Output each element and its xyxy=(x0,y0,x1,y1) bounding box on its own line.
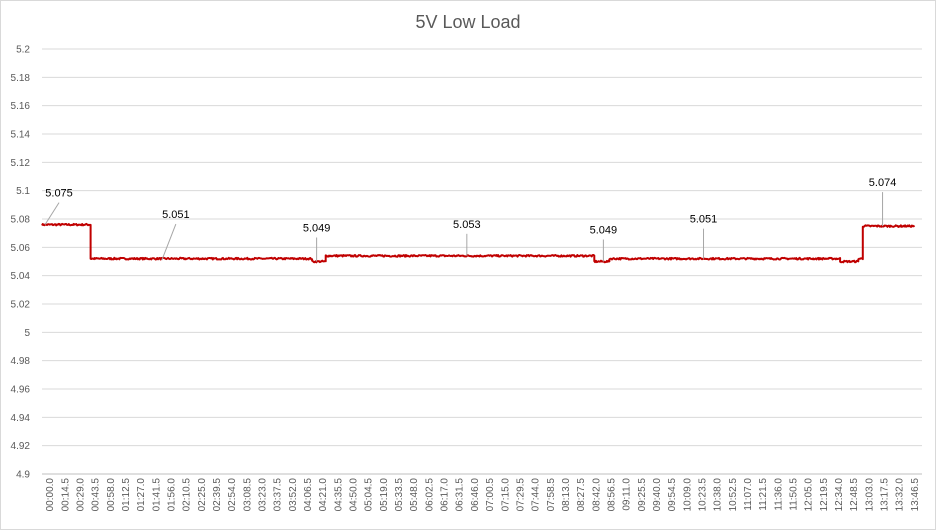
y-tick-label: 4.92 xyxy=(11,441,31,452)
y-tick-label: 5.06 xyxy=(11,243,31,254)
x-tick-label: 03:37.5 xyxy=(273,478,284,512)
y-tick-label: 4.9 xyxy=(16,470,30,481)
x-tick-label: 00:00.0 xyxy=(45,478,56,512)
x-tick-label: 02:10.5 xyxy=(182,478,193,512)
x-tick-label: 09:25.5 xyxy=(637,478,648,512)
x-tick-label: 06:31.5 xyxy=(455,478,466,512)
data-label: 5.049 xyxy=(590,225,618,237)
x-tick-label: 12:19.5 xyxy=(819,478,830,512)
x-tick-label: 00:58.0 xyxy=(106,478,117,512)
x-tick-label: 05:48.0 xyxy=(409,478,420,512)
x-tick-label: 00:14.5 xyxy=(60,478,71,512)
data-label: 5.051 xyxy=(162,209,190,221)
x-tick-label: 09:54.5 xyxy=(667,478,678,512)
x-tick-label: 01:12.5 xyxy=(121,478,132,512)
x-tick-label: 11:21.5 xyxy=(758,478,769,511)
x-tick-label: 08:13.0 xyxy=(561,478,572,512)
series-line-5v xyxy=(41,222,916,264)
x-tick-label: 13:03.0 xyxy=(864,478,875,512)
data-label: 5.075 xyxy=(45,188,73,200)
y-tick-label: 5.12 xyxy=(11,158,31,169)
x-tick-label: 10:52.5 xyxy=(728,478,739,512)
data-labels: 5.075 5.051 5.049 5.053 5.049 5.051 5.074 xyxy=(44,177,897,262)
x-tick-label: 02:25.0 xyxy=(197,478,208,512)
x-tick-label: 08:27.5 xyxy=(576,478,587,512)
x-tick-label: 02:54.0 xyxy=(227,478,238,512)
x-tick-label: 11:07.0 xyxy=(743,478,754,511)
y-tick-label: 5.16 xyxy=(11,101,31,112)
x-tick-label: 00:29.0 xyxy=(75,478,86,512)
x-tick-label: 07:00.5 xyxy=(485,478,496,512)
data-label-leader xyxy=(44,202,60,225)
x-tick-label: 09:40.0 xyxy=(652,478,663,512)
y-tick-label: 5.2 xyxy=(16,45,30,56)
y-tick-label: 5.1 xyxy=(16,186,30,197)
y-tick-label: 5.18 xyxy=(11,73,31,84)
x-tick-label: 08:56.5 xyxy=(606,478,617,512)
x-tick-label: 03:23.0 xyxy=(258,478,269,512)
x-tick-label: 11:36.0 xyxy=(773,478,784,511)
y-tick-label: 4.98 xyxy=(11,356,31,367)
data-label: 5.051 xyxy=(690,214,718,226)
chart-title: 5V Low Load xyxy=(415,12,521,32)
x-tick-label: 12:05.0 xyxy=(804,478,815,512)
x-tick-label: 13:17.5 xyxy=(880,478,891,512)
x-tick-label: 05:19.0 xyxy=(379,478,390,512)
x-tick-label: 05:04.5 xyxy=(364,478,375,512)
x-tick-label: 03:08.5 xyxy=(242,478,253,512)
x-tick-label: 11:50.5 xyxy=(789,478,800,511)
x-tick-label: 12:48.5 xyxy=(849,478,860,512)
y-tick-label: 5.04 xyxy=(11,271,31,282)
x-tick-label: 07:58.5 xyxy=(546,478,557,512)
y-tick-label: 4.94 xyxy=(11,413,31,424)
x-tick-label: 10:09.0 xyxy=(682,478,693,512)
x-tick-label: 08:42.0 xyxy=(591,478,602,512)
x-tick-label: 05:33.5 xyxy=(394,478,405,512)
x-tick-label: 10:38.0 xyxy=(713,478,724,512)
x-tick-label: 06:02.5 xyxy=(424,478,435,512)
y-tick-label: 5.14 xyxy=(11,130,31,141)
y-tick-label: 4.96 xyxy=(11,385,31,396)
x-tick-label: 04:35.5 xyxy=(333,478,344,512)
x-tick-label: 13:32.0 xyxy=(895,478,906,512)
data-label: 5.074 xyxy=(869,177,897,189)
x-axis: 00:00.0 00:14.5 00:29.0 00:43.5 00:58.0 01:12… xyxy=(42,473,922,512)
y-tick-label: 5 xyxy=(24,328,30,339)
x-tick-label: 13:46.5 xyxy=(910,478,921,512)
y-axis: 5.2 5.18 5.16 5.14 5.12 5.1 5.08 5.06 5.04 5.02 5 4… xyxy=(11,45,31,481)
x-tick-label: 09:11.0 xyxy=(622,478,633,511)
x-tick-label: 07:15.0 xyxy=(500,478,511,512)
x-tick-label: 00:43.5 xyxy=(91,478,102,512)
x-tick-label: 10:23.5 xyxy=(698,478,709,512)
x-tick-label: 07:44.0 xyxy=(531,478,542,512)
x-tick-label: 02:39.5 xyxy=(212,478,223,512)
x-tick-label: 06:17.0 xyxy=(440,478,451,512)
y-tick-label: 5.08 xyxy=(11,215,31,226)
x-tick-label: 12:34.0 xyxy=(834,478,845,512)
x-tick-label: 07:29.5 xyxy=(515,478,526,512)
x-tick-label: 04:21.0 xyxy=(318,478,329,512)
gridlines xyxy=(42,48,922,475)
data-label-leader xyxy=(161,223,177,261)
series-group xyxy=(41,222,916,264)
data-label: 5.049 xyxy=(303,223,331,235)
x-tick-label: 03:52.0 xyxy=(288,478,299,512)
x-tick-label: 06:46.0 xyxy=(470,478,481,512)
x-tick-label: 04:50.0 xyxy=(349,478,360,512)
y-tick-label: 5.02 xyxy=(11,300,31,311)
x-tick-label: 01:56.0 xyxy=(166,478,177,512)
data-label: 5.053 xyxy=(453,219,481,231)
x-tick-label: 01:41.5 xyxy=(151,478,162,512)
x-tick-label: 04:06.5 xyxy=(303,478,314,512)
x-tick-label: 01:27.0 xyxy=(136,478,147,512)
